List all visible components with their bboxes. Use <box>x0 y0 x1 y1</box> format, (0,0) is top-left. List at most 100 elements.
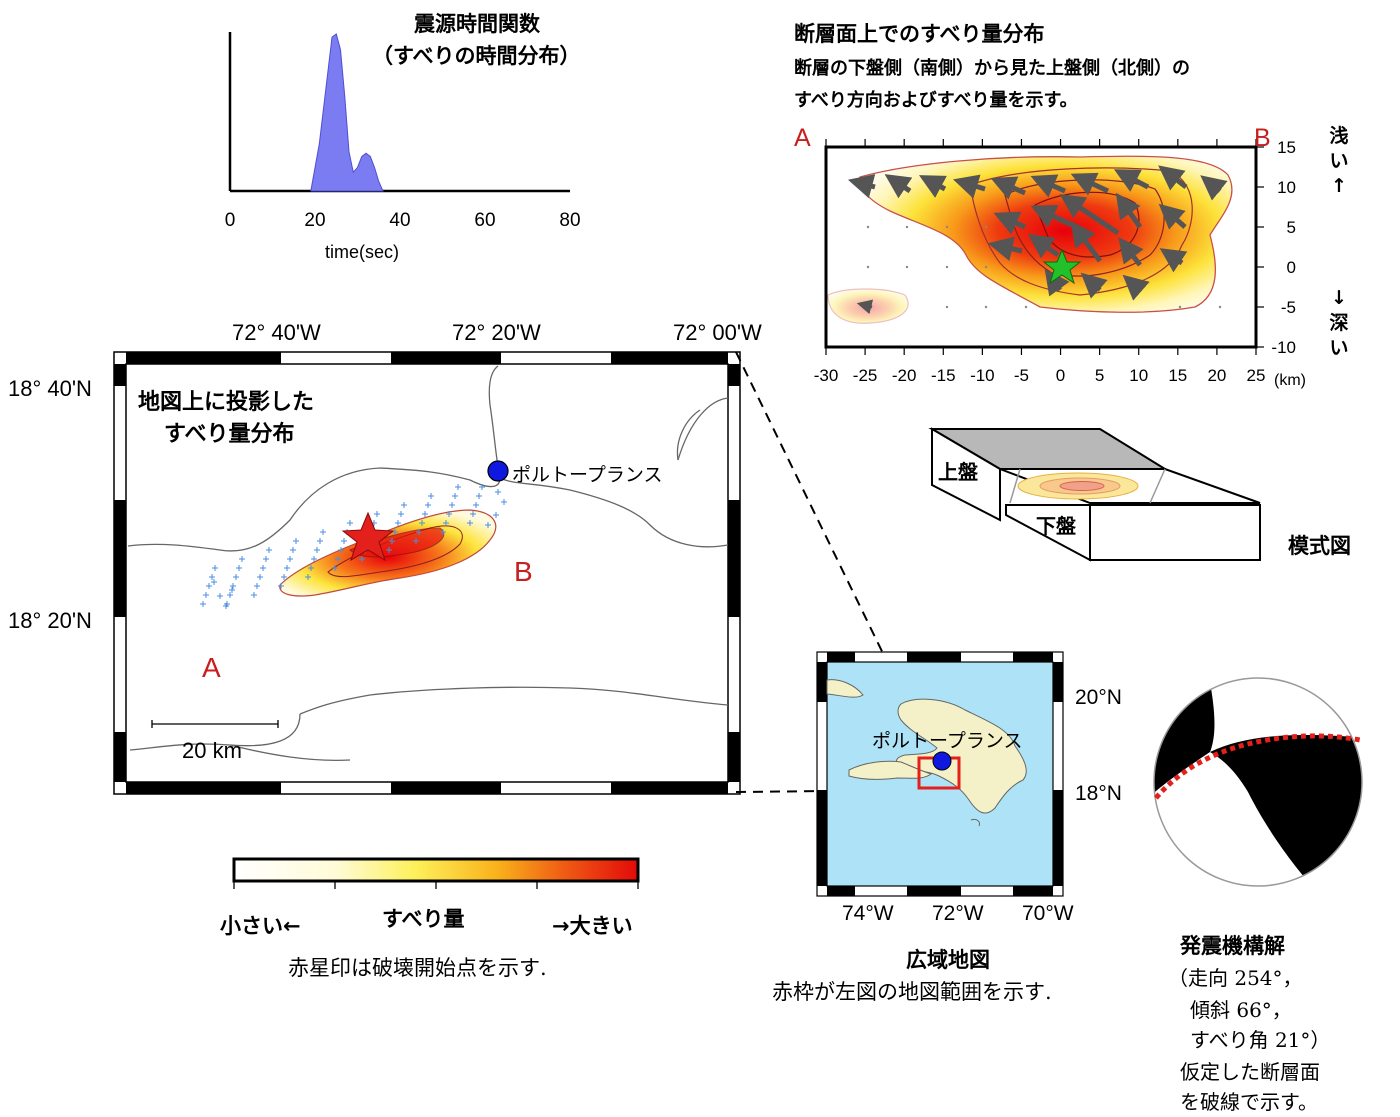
focal-mechanism-beachball <box>1153 677 1363 887</box>
stf-subtitle: （すべりの時間分布） <box>372 44 581 68</box>
map-subfault-cross <box>422 511 428 517</box>
map-subfault-cross <box>281 574 287 580</box>
mechanism-note-2: を破線で示す。 <box>1180 1090 1318 1114</box>
map-subfault-cross <box>290 547 296 553</box>
map-subfault-cross <box>254 583 260 589</box>
fault-xtick-label: -5 <box>1014 366 1029 385</box>
fault-ytick-label: 10 <box>1277 178 1296 197</box>
fault-xtick-label: 10 <box>1129 366 1148 385</box>
map-subfault-cross <box>308 565 314 571</box>
stf-chart: 0 20 40 60 80 time(sec) <box>225 32 581 262</box>
schematic-caption: 模式図 <box>1288 534 1351 558</box>
map-subfault-cross <box>485 522 491 528</box>
map-subfault-cross <box>452 493 458 499</box>
stf-xtick-label: 60 <box>474 210 495 231</box>
fault-xtick-label: -10 <box>970 366 995 385</box>
fault-shallow-label: 浅い ↑ <box>1329 125 1349 197</box>
map-subfault-cross <box>293 538 299 544</box>
map-subfault-cross <box>266 547 272 553</box>
map-subfault-cross <box>347 520 353 526</box>
fault-title: 断層面上でのすべり量分布 <box>794 22 1045 46</box>
map-subfault-cross <box>338 547 344 553</box>
fault-xtick-label: -30 <box>814 366 839 385</box>
map-subfault-cross <box>287 556 293 562</box>
map-subfault-cross <box>314 547 320 553</box>
map-subfault-cross <box>239 556 245 562</box>
map-subfault-cross <box>229 587 235 593</box>
colorbar-small-label: 小さい← <box>220 914 301 938</box>
colorbar-mid-label: すべり量 <box>382 907 465 931</box>
map-subfault-cross <box>413 538 419 544</box>
map-subfault-cross <box>389 538 395 544</box>
map-subfault-cross <box>263 556 269 562</box>
map-border-ticks <box>114 352 740 794</box>
colorbar-note: 赤星印は破壊開始点を示す. <box>288 956 547 980</box>
map-scale-bar <box>151 720 279 728</box>
map-subfault-cross <box>209 574 215 580</box>
schematic-diagram <box>928 427 1261 562</box>
fault-ytick-label: 15 <box>1277 138 1296 157</box>
stf-xtick-label: 80 <box>559 210 580 231</box>
regional-map <box>816 651 1064 897</box>
colorbar <box>232 857 640 889</box>
map-coastline <box>127 365 729 761</box>
regional-lon-label-3: 70°W <box>1022 902 1074 925</box>
stf-title: 震源時間関数 <box>414 12 540 36</box>
map-subfault-cross <box>203 592 209 598</box>
map-subfault-cross <box>359 556 365 562</box>
map-subfault-cross <box>428 493 434 499</box>
regional-city-dot <box>932 751 952 771</box>
map-subfault-cross <box>386 547 392 553</box>
map-lat-label-1: 18° 40'N <box>8 376 92 401</box>
fault-ytick-label: 0 <box>1287 258 1296 277</box>
map-lon-label-3: 72° 00'W <box>673 320 762 345</box>
fault-xtick-label: -25 <box>853 366 878 385</box>
map-lon-label-2: 72° 20'W <box>452 320 541 345</box>
fault-hypocenter-star <box>1042 248 1082 285</box>
map-subfault-cross <box>495 489 501 495</box>
map-subfault-cross <box>236 565 242 571</box>
map-city-dot <box>487 460 509 482</box>
fault-slip-arrows <box>847 165 1228 301</box>
map-subfault-cross <box>455 484 461 490</box>
map-subfault-cross <box>335 556 341 562</box>
focal-fault-plane-dashed <box>1154 733 1361 800</box>
map-subfault-cross <box>501 499 507 505</box>
map-label-b: B <box>514 556 533 587</box>
schematic-upper-label: 上盤 <box>938 460 978 484</box>
fault-xtick-label: 20 <box>1207 366 1226 385</box>
colorbar-large-label: →大きい <box>552 914 633 938</box>
regional-lat-label-2: 18°N <box>1075 782 1122 805</box>
fault-slip-plot: -30 -25 -20 -15 -10 -5 0 5 10 15 20 25 15 10 5 0 -5 -10 A… <box>794 124 1306 389</box>
fault-label-b: B <box>1254 124 1271 152</box>
fault-deep-label: ↓ 深い <box>1329 287 1349 359</box>
map-subfault-cross <box>233 574 239 580</box>
map-subfault-cross <box>206 583 212 589</box>
stf-xtick-label: 40 <box>389 210 410 231</box>
regional-title: 広域地図 <box>906 948 990 972</box>
map-subfault-cross <box>493 512 499 518</box>
map-subfault-cross <box>395 520 401 526</box>
map-subfault-cross <box>392 529 398 535</box>
map-subfault-cross <box>470 511 476 517</box>
map-title-2: すべり量分布 <box>164 422 295 447</box>
map-lat-label-2: 18° 20'N <box>8 608 92 633</box>
map-subfault-cross <box>467 520 473 526</box>
regional-caption: 赤枠が左図の地図範囲を示す. <box>772 980 1052 1004</box>
map-subfault-cross <box>446 511 452 517</box>
stf-pulse <box>310 33 384 192</box>
fault-xtick-label: -15 <box>931 366 956 385</box>
fault-xtick-label: 25 <box>1247 366 1266 385</box>
map-epicenter-star <box>341 511 395 562</box>
slip-map <box>113 351 741 795</box>
stf-xtick-label: 0 <box>225 210 236 231</box>
map-subfault-cross <box>251 592 257 598</box>
fault-km-label: (km) <box>1274 372 1306 389</box>
mechanism-dip: 傾斜 66°， <box>1190 998 1292 1022</box>
map-subfault-cross <box>473 502 479 508</box>
fault-xtick-label: 5 <box>1095 366 1104 385</box>
map-subfault-cross <box>223 603 229 609</box>
map-subfault-cross <box>332 565 338 571</box>
map-subfault-cross <box>257 574 263 580</box>
map-subfault-cross <box>260 565 266 571</box>
